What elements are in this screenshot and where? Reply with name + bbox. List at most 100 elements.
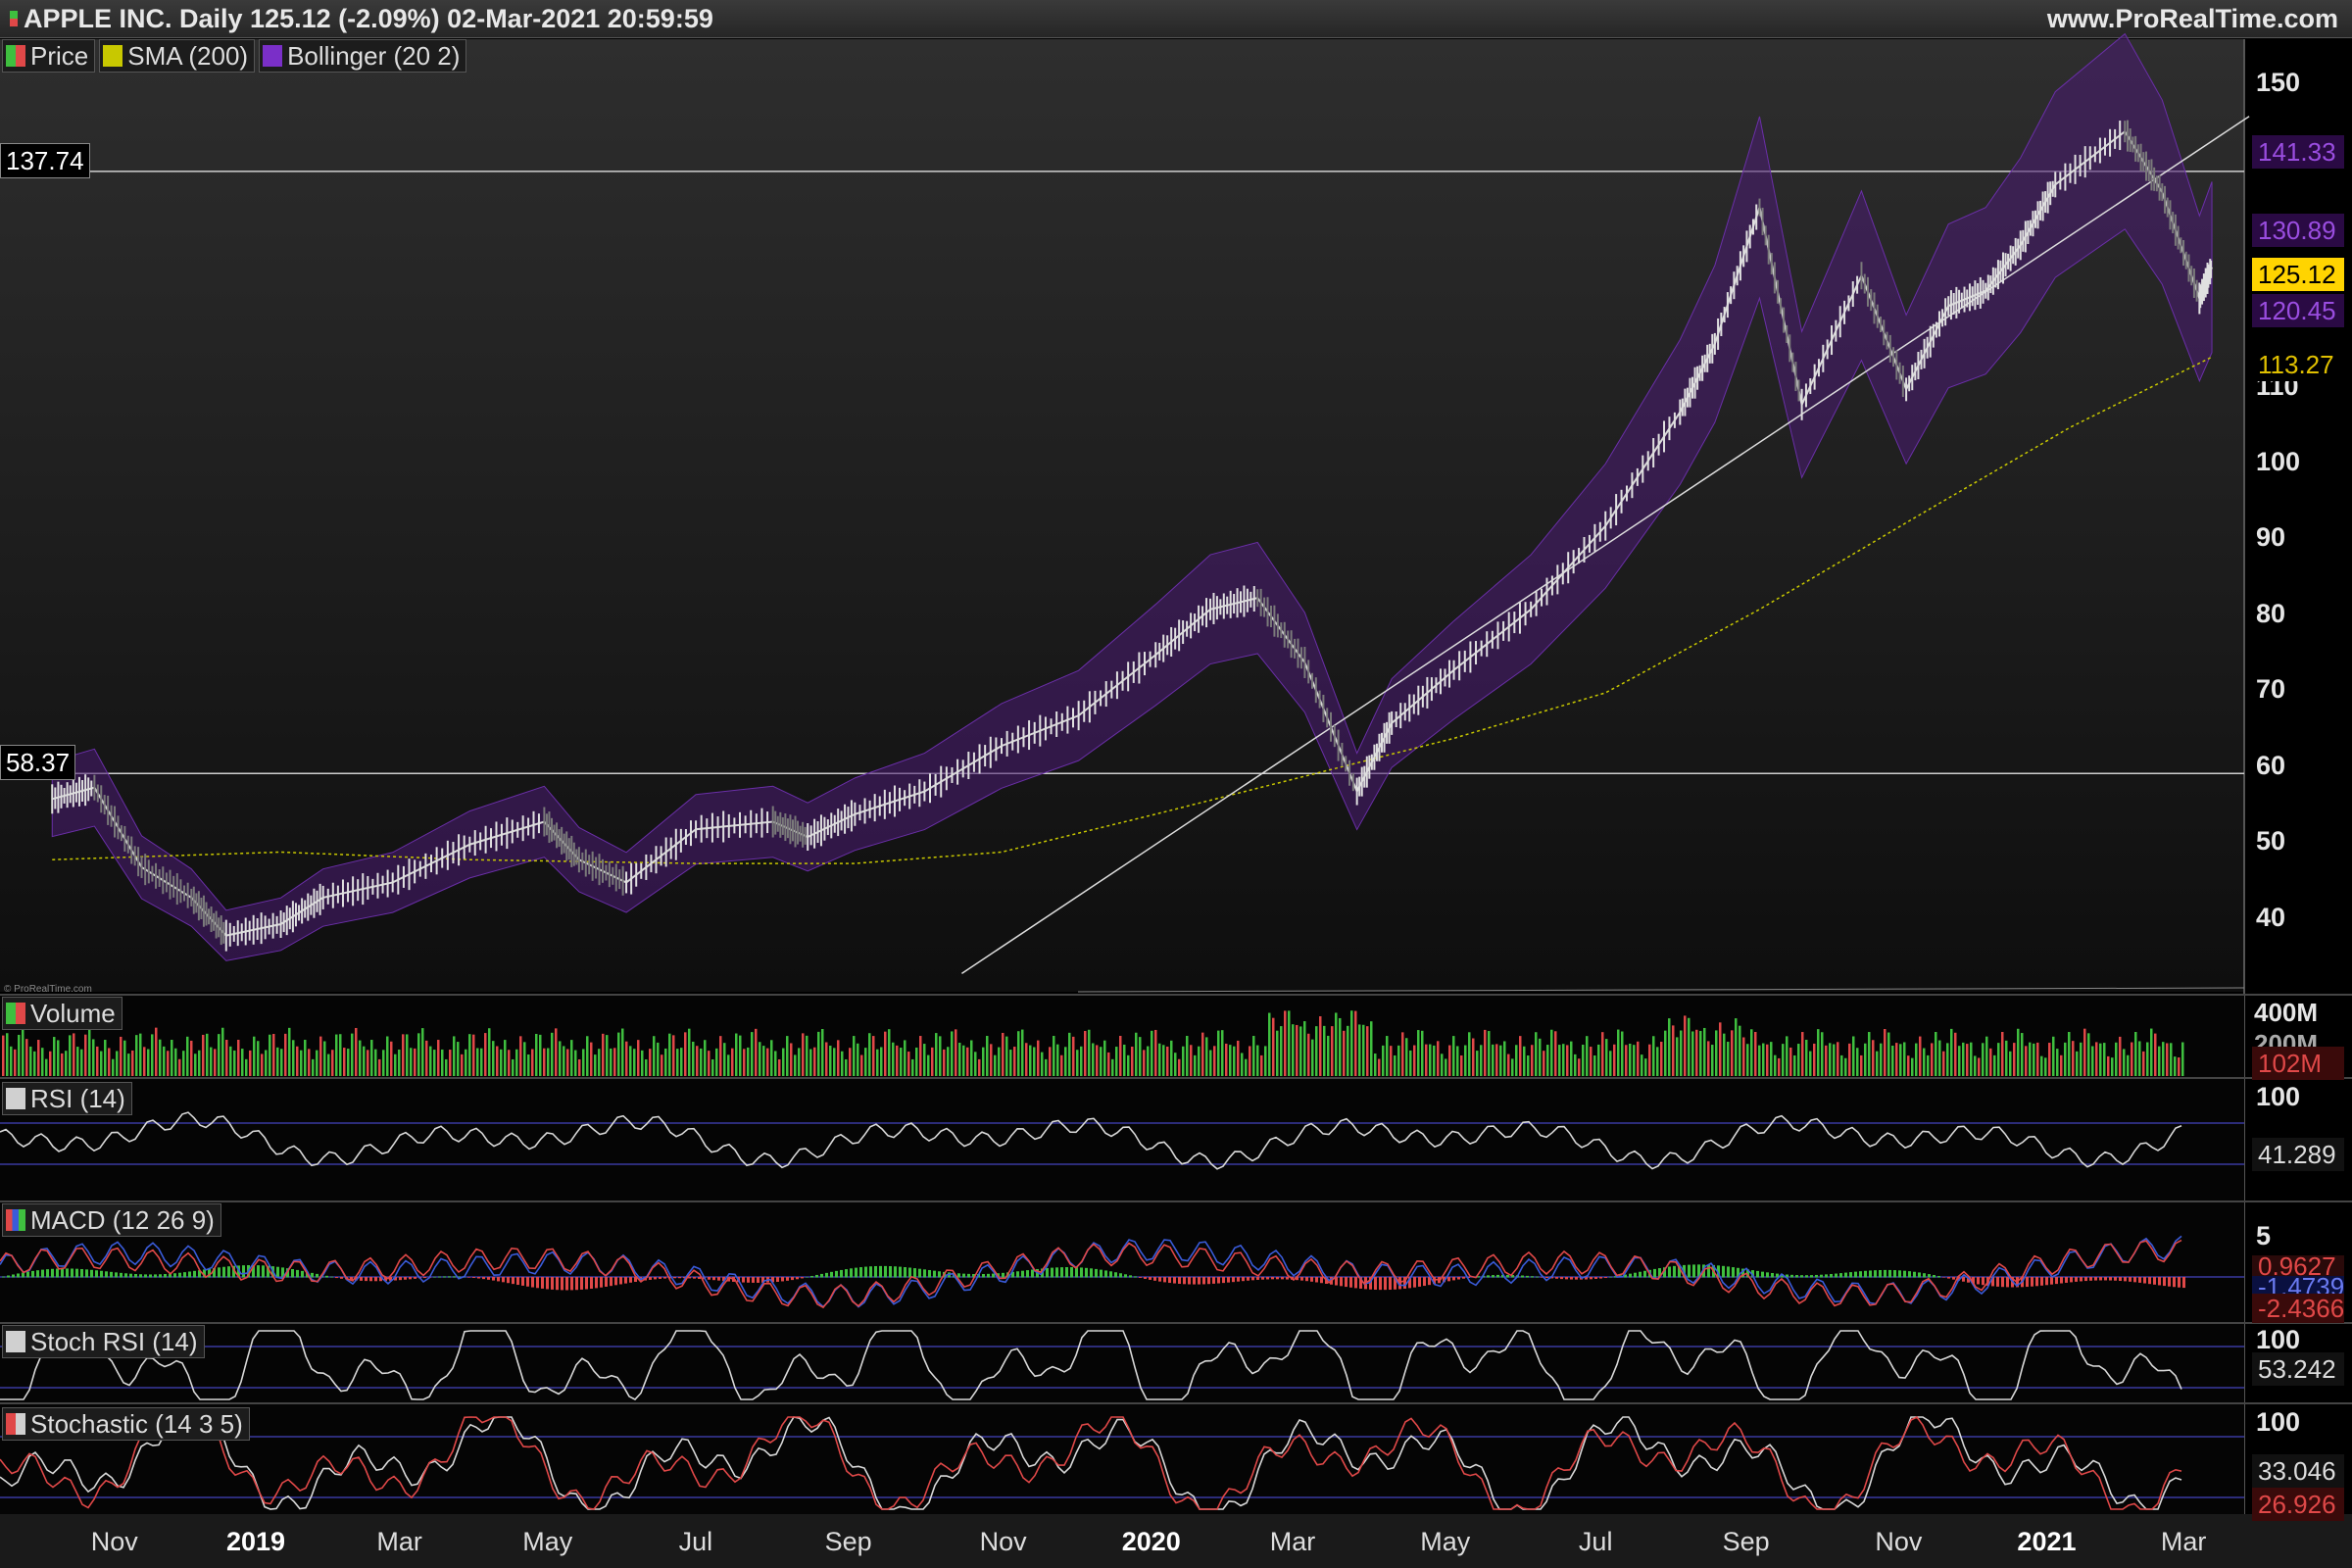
volume-bar — [1354, 1010, 1357, 1076]
volume-bar — [1296, 1024, 1298, 1076]
macd-histogram-bar — [1153, 1277, 1156, 1281]
macd-histogram-bar — [923, 1269, 926, 1278]
macd-histogram-bar — [1952, 1277, 1955, 1280]
macd-histogram-bar — [252, 1264, 255, 1278]
macd-histogram-bar — [409, 1277, 412, 1280]
macd-histogram-bar — [2065, 1277, 2068, 1283]
legend-sma[interactable]: SMA (200) — [99, 39, 256, 73]
legend-price[interactable]: Price — [2, 39, 96, 73]
volume-bar — [2091, 1046, 2094, 1076]
macd-histogram-bar — [80, 1268, 83, 1278]
volume-bar — [1386, 1036, 1389, 1076]
volume-bar — [868, 1033, 871, 1076]
volume-bar — [715, 1048, 718, 1076]
macd-histogram-bar — [1639, 1271, 1642, 1278]
volume-bar — [96, 1046, 99, 1076]
macd-histogram-bar — [2075, 1277, 2078, 1282]
macd-histogram-bar — [1884, 1269, 1886, 1278]
volume-bar — [308, 1049, 311, 1076]
stochrsi-swatch-icon — [6, 1331, 25, 1352]
volume-bar — [249, 1050, 252, 1076]
volume-bar — [1421, 1030, 1424, 1076]
volume-bar — [1237, 1040, 1240, 1076]
brand-link[interactable]: www.ProRealTime.com — [2046, 4, 2338, 33]
macd-histogram-bar — [399, 1277, 402, 1281]
volume-bar — [747, 1047, 750, 1076]
macd-histogram-bar — [1668, 1266, 1671, 1278]
macd-histogram-bar — [1673, 1265, 1676, 1278]
stochrsi-tick: 100 — [2256, 1325, 2301, 1354]
legend-stochrsi[interactable]: Stoch RSI (14) — [2, 1325, 205, 1358]
macd-histogram-bar — [213, 1267, 216, 1278]
macd-histogram-bar — [1918, 1272, 1921, 1278]
macd-histogram-bar — [693, 1277, 696, 1279]
macd-histogram-bar — [159, 1274, 162, 1278]
volume-bar — [1652, 1036, 1655, 1076]
volume-bar — [1954, 1032, 1957, 1076]
volume-bar — [1131, 1047, 1134, 1076]
volume-bar — [1115, 1047, 1118, 1076]
volume-bar — [1535, 1032, 1538, 1076]
volume-bar — [76, 1047, 79, 1076]
macd-histogram-bar — [1202, 1277, 1205, 1285]
sma-tag: 113.27 — [2252, 348, 2344, 381]
volume-bar — [2150, 1028, 2153, 1076]
volume-bar — [610, 1048, 612, 1076]
volume-bar — [519, 1036, 522, 1076]
volume-bar — [1499, 1045, 1502, 1076]
volume-bar — [1041, 1052, 1044, 1076]
volume-bar — [915, 1047, 918, 1076]
macd-histogram-bar — [987, 1273, 990, 1278]
macd-histogram-bar — [761, 1277, 764, 1283]
legend-rsi[interactable]: RSI (14) — [2, 1082, 132, 1115]
macd-histogram-bar — [585, 1277, 588, 1290]
volume-bar — [1492, 1044, 1494, 1076]
volume-bar — [108, 1048, 111, 1076]
volume-bar — [1938, 1040, 1941, 1076]
macd-histogram-bar — [1359, 1277, 1362, 1289]
volume-bar — [417, 1033, 420, 1076]
volume-bar — [1060, 1054, 1063, 1076]
volume-bar — [1742, 1037, 1745, 1076]
hline-label-lower[interactable]: 58.37 — [0, 745, 76, 780]
volume-bar — [1339, 1017, 1342, 1076]
macd-signal-tag: 0.9627 — [2252, 1253, 2344, 1279]
legend-macd[interactable]: MACD (12 26 9) — [2, 1203, 221, 1237]
volume-bar — [1025, 1043, 1028, 1076]
volume-bar — [1707, 1041, 1710, 1076]
macd-histogram-bar — [1085, 1267, 1088, 1278]
volume-bar — [1315, 1026, 1318, 1076]
macd-histogram-bar — [619, 1277, 622, 1285]
macd-histogram-bar — [2089, 1277, 2092, 1281]
volume-bar — [829, 1045, 832, 1076]
volume-bar — [1617, 1029, 1620, 1076]
volume-bar — [766, 1048, 769, 1076]
macd-histogram-bar — [443, 1276, 446, 1278]
macd-histogram-bar — [1746, 1269, 1749, 1278]
volume-bar — [135, 1035, 138, 1076]
macd-histogram-bar — [423, 1277, 426, 1279]
price-tick: 150 — [2256, 68, 2301, 97]
volume-bar — [1260, 1054, 1263, 1076]
volume-bar — [1570, 1041, 1573, 1076]
hline-label-upper[interactable]: 137.74 — [0, 143, 90, 178]
macd-histogram-bar — [1653, 1268, 1656, 1278]
volume-swatch-icon — [6, 1003, 25, 1024]
macd-histogram-bar — [2080, 1277, 2082, 1282]
volume-bar — [1978, 1057, 1981, 1076]
legend-volume[interactable]: Volume — [2, 997, 122, 1030]
volume-bar — [155, 1027, 158, 1076]
volume-bar — [1903, 1042, 1906, 1076]
macd-histogram-bar — [335, 1277, 338, 1279]
volume-bar — [2111, 1057, 2114, 1076]
macd-histogram-bar — [2070, 1277, 2073, 1283]
volume-bar — [2095, 1042, 2098, 1076]
volume-bar — [1566, 1045, 1569, 1076]
macd-histogram-bar — [791, 1277, 794, 1281]
legend-bollinger[interactable]: Bollinger (20 2) — [259, 39, 467, 73]
legend-stochastic[interactable]: Stochastic (14 3 5) — [2, 1407, 250, 1441]
volume-bar — [2158, 1046, 2161, 1076]
macd-histogram-bar — [2148, 1277, 2151, 1285]
x-axis-label: Nov — [90, 1527, 138, 1556]
